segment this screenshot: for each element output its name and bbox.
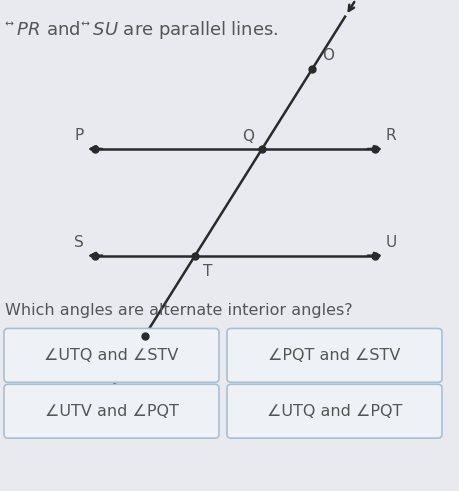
- FancyBboxPatch shape: [227, 384, 442, 438]
- Text: Which angles are alternate interior angles?: Which angles are alternate interior angl…: [5, 302, 353, 318]
- FancyBboxPatch shape: [227, 328, 442, 382]
- Text: $\overleftrightarrow{PR}$ and $\overleftrightarrow{SU}$ are parallel lines.: $\overleftrightarrow{PR}$ and $\overleft…: [5, 19, 279, 41]
- Text: T: T: [203, 264, 213, 279]
- Text: Q: Q: [242, 129, 254, 143]
- Text: S: S: [74, 235, 84, 250]
- FancyBboxPatch shape: [4, 384, 219, 438]
- Text: O: O: [322, 49, 334, 63]
- FancyBboxPatch shape: [4, 328, 219, 382]
- Text: ∠UTQ and ∠STV: ∠UTQ and ∠STV: [45, 348, 179, 363]
- Text: ∠PQT and ∠STV: ∠PQT and ∠STV: [269, 348, 401, 363]
- Text: R: R: [386, 128, 396, 142]
- Text: U: U: [386, 235, 397, 250]
- Text: P: P: [74, 128, 84, 142]
- Text: ∠UTV and ∠PQT: ∠UTV and ∠PQT: [45, 404, 179, 419]
- Text: ∠UTQ and ∠PQT: ∠UTQ and ∠PQT: [267, 404, 402, 419]
- Text: V: V: [129, 345, 140, 360]
